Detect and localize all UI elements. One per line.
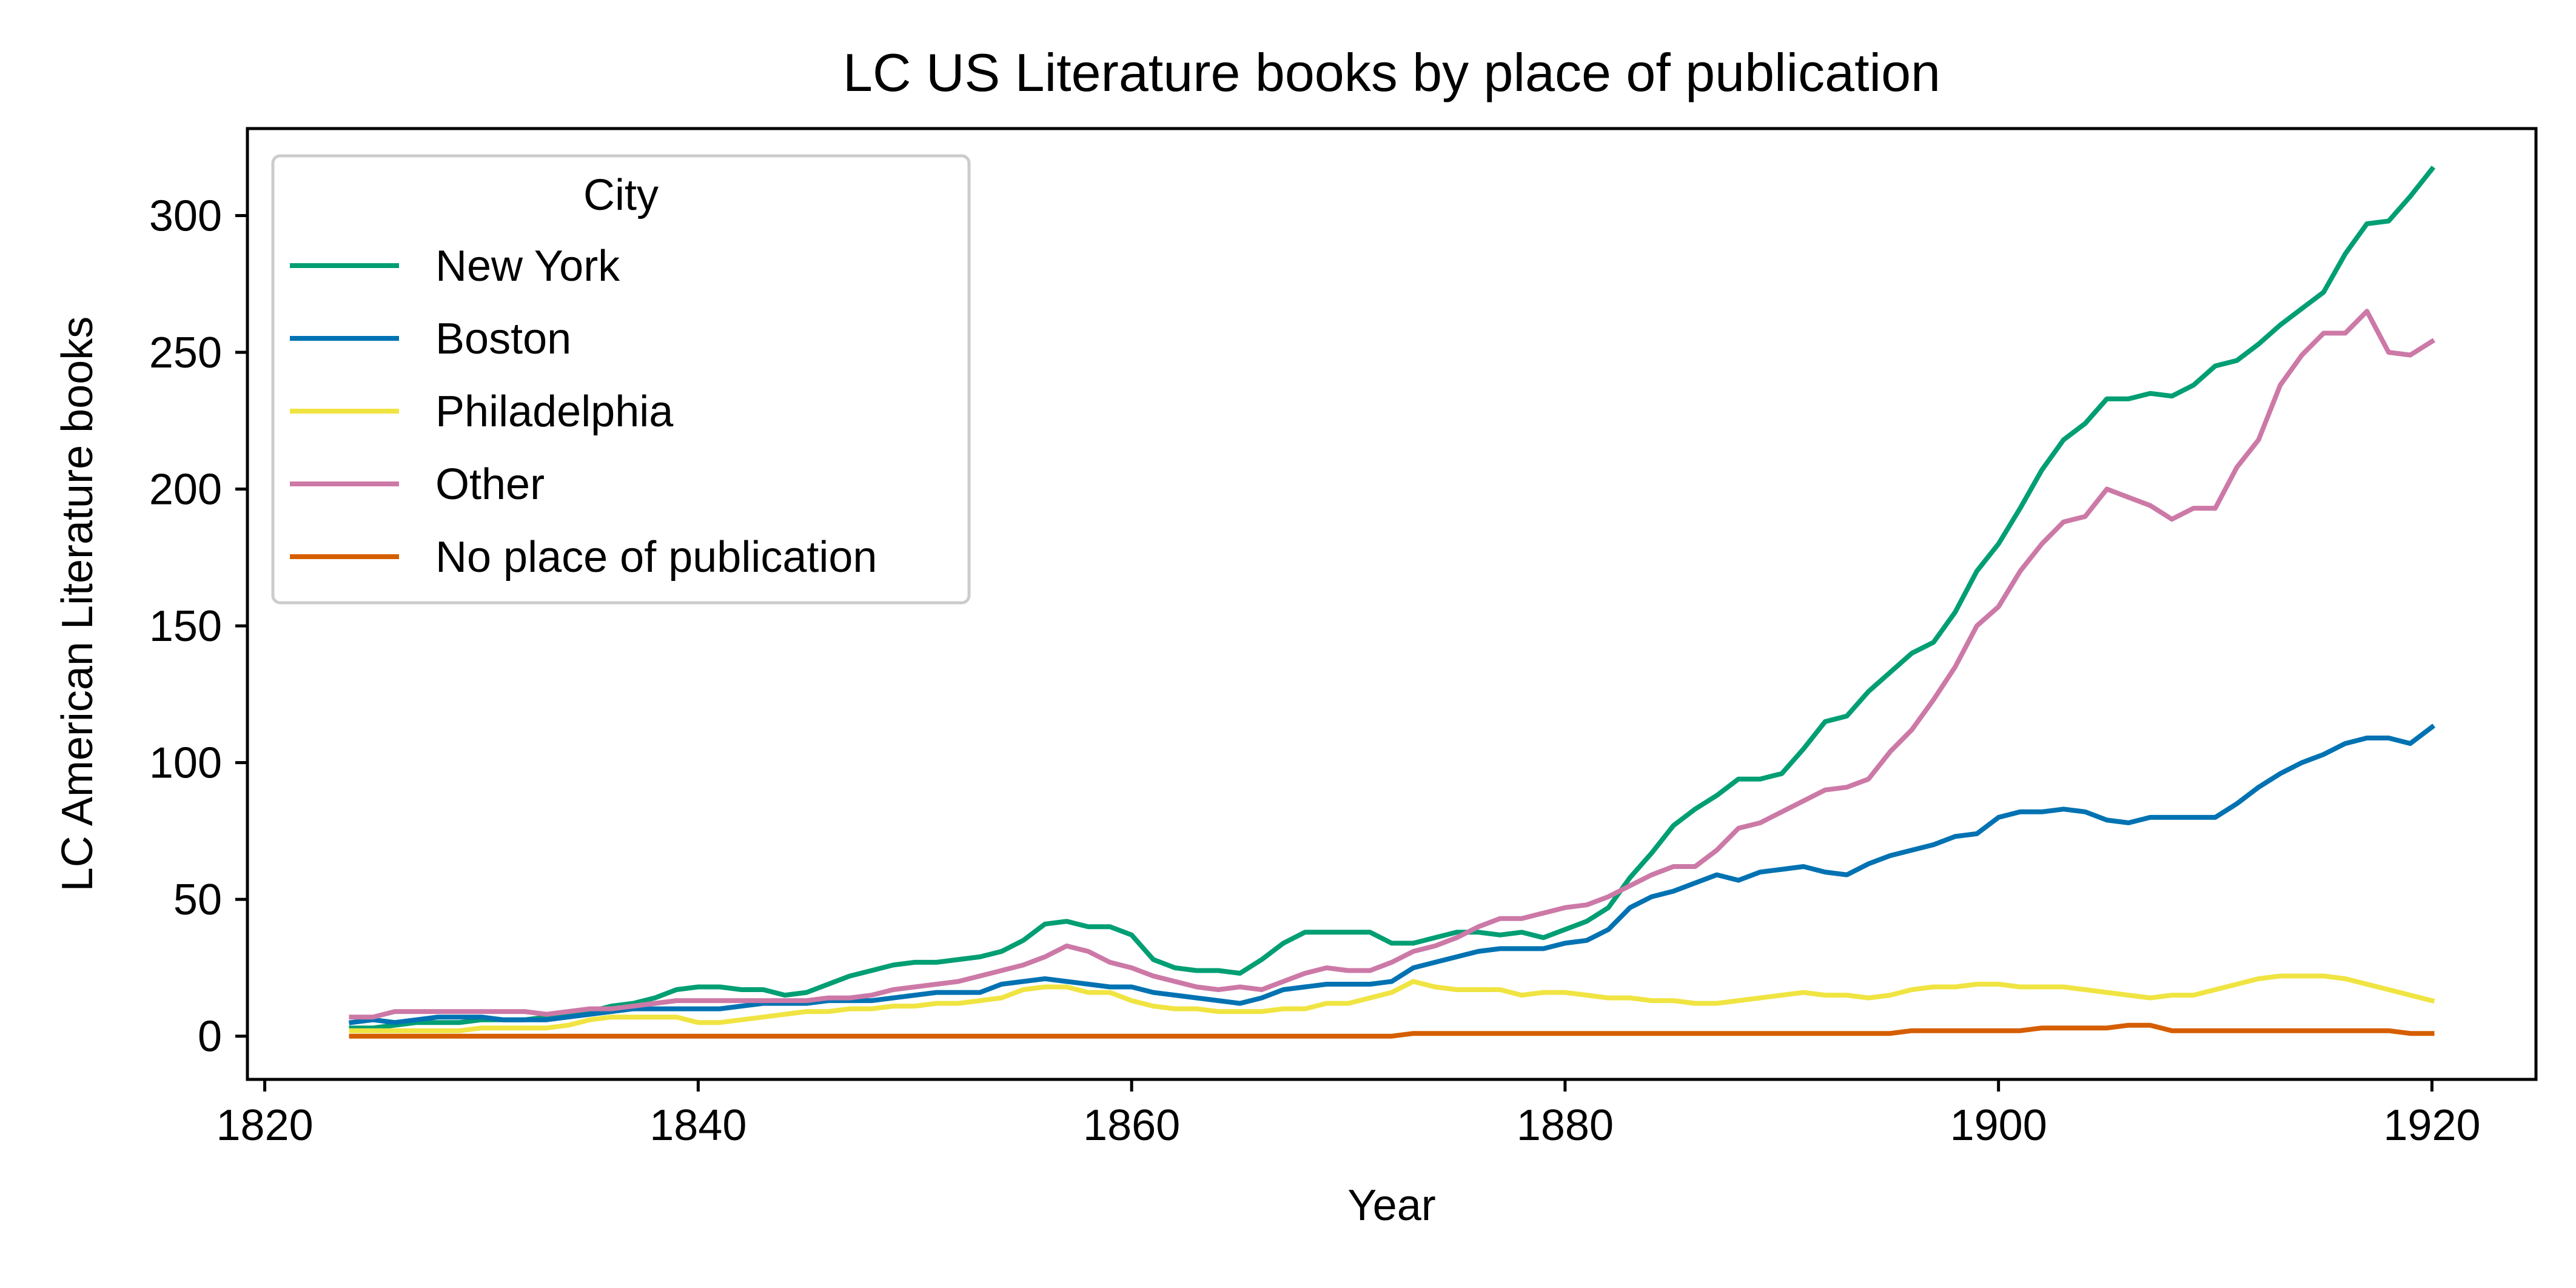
legend-label: Boston [435, 315, 571, 363]
y-tick-label: 150 [149, 602, 222, 651]
legend-entries: New York Boston Philadelphia Other No place … [290, 242, 877, 582]
y-tick-label: 200 [149, 466, 222, 514]
y-tick-label: 100 [149, 739, 222, 788]
y-tick-label: 0 [198, 1013, 222, 1061]
x-tick-label: 1920 [2383, 1101, 2480, 1150]
x-axis: 1820 1840 1860 1880 1900 1920 [216, 1079, 2481, 1150]
legend-label: Philadelphia [435, 387, 674, 436]
x-tick-label: 1880 [1517, 1101, 1614, 1150]
plot-frame [246, 127, 2538, 1081]
series-line-new-york [349, 166, 2436, 1031]
y-tick-label: 300 [149, 192, 222, 240]
x-tick-label: 1860 [1083, 1101, 1180, 1150]
legend-label: New York [435, 242, 620, 290]
x-tick-label: 1840 [649, 1101, 746, 1150]
y-axis: 0 50 100 150 200 250 300 [149, 192, 247, 1061]
series-line-other [349, 309, 2436, 1020]
series-layer [349, 166, 2436, 1039]
series-line-boston [349, 723, 2436, 1025]
legend: City New York Boston Philadelphia Other No p… [271, 154, 971, 605]
legend-label: Other [435, 460, 545, 509]
legend-title: City [583, 171, 659, 220]
y-axis-label: LC American Literature books [53, 317, 102, 891]
x-tick-label: 1820 [216, 1101, 314, 1150]
series-line-philadelphia [349, 973, 2435, 1033]
legend-box [271, 154, 971, 605]
series-line-no-place-of-publication [349, 1022, 2435, 1039]
x-axis-label: Year [1347, 1181, 1435, 1230]
x-tick-label: 1900 [1950, 1101, 2047, 1150]
y-tick-label: 50 [173, 876, 222, 924]
chart-title: LC US Literature books by place of publi… [843, 42, 1940, 102]
y-tick-label: 250 [149, 329, 222, 377]
legend-label: No place of publication [435, 533, 877, 582]
